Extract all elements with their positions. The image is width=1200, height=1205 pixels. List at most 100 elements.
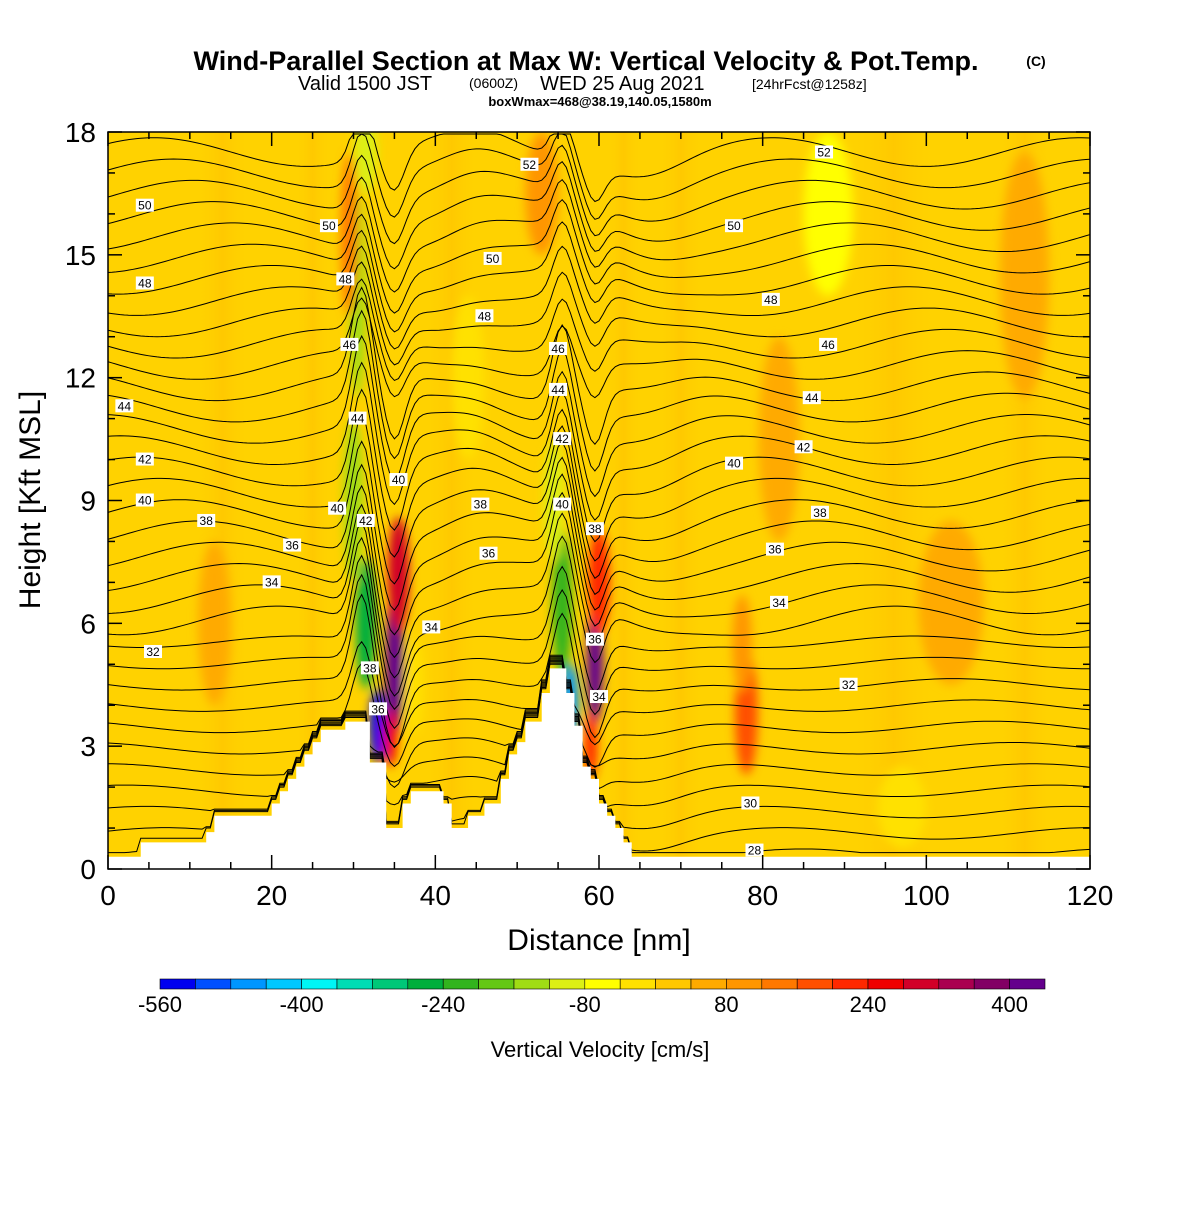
colorbar-tick: 80	[714, 992, 738, 1017]
colorbar-tick-labels: -560 -400 -240 -80 80 240 400	[138, 992, 1028, 1017]
colorbar-swatch	[195, 978, 232, 990]
colorbar-tick: 240	[850, 992, 887, 1017]
isentrope-label: 46	[819, 337, 838, 352]
isentrope-label-box	[328, 501, 347, 515]
colorbar-swatch	[973, 978, 1010, 990]
isentrope-label: 34	[590, 690, 608, 704]
isentrope-label-box	[585, 522, 604, 536]
isentrope-label-box	[336, 272, 355, 286]
isentrope-label: 46	[549, 342, 568, 356]
isentrope-label: 38	[471, 497, 490, 512]
x-tick-label: 40	[420, 880, 451, 911]
isentrope-label-text: 40	[555, 498, 569, 512]
subtitle-date: WED 25 Aug 2021	[540, 73, 705, 95]
isentrope-label: 48	[135, 276, 154, 290]
isentrope-label-box	[369, 702, 388, 716]
colorbar	[159, 978, 1046, 990]
isentrope-label-text: 36	[588, 633, 602, 647]
isentrope-line	[108, 286, 1090, 446]
isentrope-label-text: 28	[748, 844, 762, 858]
isentrope-label-box	[745, 843, 764, 857]
isentrope-label: 36	[283, 538, 302, 553]
isentrope-label-box	[483, 251, 502, 265]
isentrope-label: 42	[135, 452, 154, 467]
colorbar-label: Vertical Velocity [cm/s]	[491, 1037, 710, 1062]
colorbar-swatch	[1009, 978, 1046, 990]
isentrope-label: 38	[197, 513, 216, 528]
isentrope-label: 48	[761, 292, 780, 307]
isentrope-label-text: 40	[392, 473, 406, 487]
isentrope-line	[108, 573, 1090, 730]
isentrope-label-box	[815, 145, 834, 159]
subtitle-forecast: [24hrFcst@1258z]	[752, 76, 867, 92]
isentrope-label: 44	[549, 382, 568, 397]
isentrope-label-box	[135, 198, 154, 212]
isentrope-label-box	[115, 399, 134, 413]
isentrope-label-box	[839, 677, 858, 691]
isentrope-label-box	[389, 473, 408, 487]
isentrope-label: 42	[356, 513, 375, 528]
colorbar-tick: 400	[991, 992, 1028, 1017]
isentrope-label-text: 52	[523, 158, 537, 172]
isentrope-label-text: 52	[817, 145, 831, 159]
isentrope-line	[108, 297, 1090, 399]
isentrope-line	[108, 161, 1090, 270]
isentrope-label-text: 50	[138, 199, 152, 213]
isentrope-label-box	[319, 219, 338, 233]
isentrope-label-text: 42	[555, 432, 569, 446]
vertical-velocity-cell	[525, 132, 559, 255]
isentrope-line	[108, 491, 1090, 659]
isentrope-label-text: 34	[425, 620, 439, 634]
isentrope-label-text: 48	[339, 272, 353, 286]
isentrope-label-box	[135, 452, 154, 466]
isentrope-label: 52	[815, 145, 834, 159]
isentrope-label: 38	[585, 522, 604, 536]
isentrope-label-box	[549, 342, 568, 356]
colorbar-swatch	[903, 978, 940, 990]
colorbar-swatch	[336, 978, 373, 990]
isentrope-line	[108, 221, 1090, 333]
vertical-velocity-cell	[383, 709, 397, 767]
isentrope-line	[108, 133, 1090, 203]
vertical-velocity-cell	[406, 635, 424, 734]
vertical-velocity-cell	[387, 516, 410, 632]
y-tick-label: 18	[65, 117, 96, 148]
isentrope-label-text: 46	[821, 338, 835, 352]
isentrope-label-box	[340, 337, 359, 351]
x-axis-label: Distance [nm]	[507, 924, 690, 957]
vertical-velocity-cell	[354, 132, 378, 194]
colorbar-swatch	[584, 978, 621, 990]
field-background	[108, 132, 1090, 869]
isentrope-label-text: 44	[351, 412, 365, 426]
isentrope-label: 32	[144, 644, 163, 659]
isentrope-label-box	[741, 796, 760, 810]
isentrope-label: 36	[369, 702, 388, 716]
isentrope-line	[108, 278, 1090, 382]
y-tick-label: 15	[65, 240, 96, 271]
isentrope-label-box	[802, 391, 821, 405]
isentrope-label-text: 42	[359, 514, 373, 528]
isentrope-line	[108, 414, 1090, 562]
isentrope-label: 44	[802, 391, 821, 405]
isentrope-label: 40	[725, 456, 744, 471]
isentrope-label: 44	[115, 399, 134, 413]
chart-title: Wind-Parallel Section at Max W: Vertical…	[194, 46, 1046, 76]
isentrope-label-box	[348, 411, 367, 425]
subtitle-boxwmax: boxWmax=468@38.19,140.05,1580m	[488, 94, 711, 109]
isentrope-line	[108, 456, 1090, 611]
isentrope-label-text: 40	[138, 494, 152, 508]
colorbar-swatch	[159, 978, 196, 990]
colorbar-swatch	[726, 978, 763, 990]
isentrope-label: 50	[483, 251, 502, 266]
isentrope-label: 44	[348, 411, 367, 426]
y-tick-label: 9	[80, 486, 96, 517]
subtitle-zulu: (0600Z)	[469, 75, 518, 91]
isentrope-label: 50	[319, 219, 338, 233]
isentrope-line	[108, 178, 1090, 293]
isentrope-label-box	[761, 292, 780, 306]
isentrope-label: 38	[810, 505, 829, 520]
colorbar-swatch	[655, 978, 692, 990]
isentrope-label-text: 44	[551, 383, 565, 397]
